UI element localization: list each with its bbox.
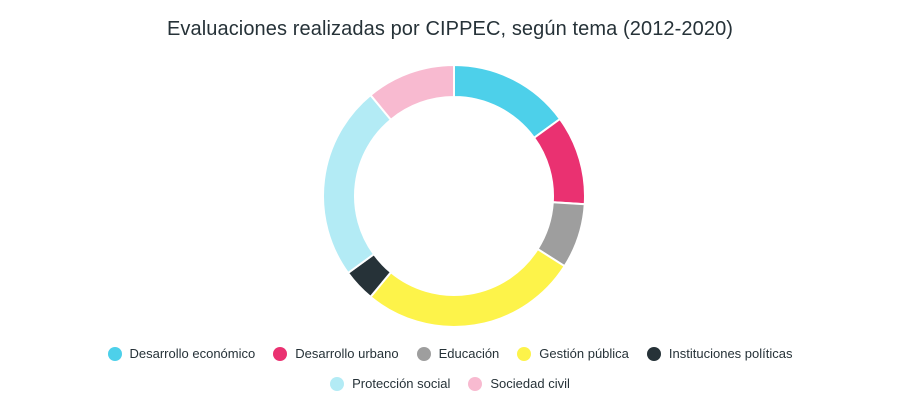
legend-item-proteccion-social[interactable]: Protección social bbox=[330, 376, 450, 391]
legend-swatch bbox=[107, 346, 122, 361]
legend-label: Instituciones políticas bbox=[668, 346, 793, 361]
legend-swatch bbox=[468, 376, 483, 391]
legend-swatch bbox=[646, 346, 661, 361]
legend-label: Desarrollo urbano bbox=[295, 346, 399, 361]
donut-chart bbox=[322, 63, 586, 328]
legend-row-1: Desarrollo económico Desarrollo urbano E… bbox=[0, 346, 900, 361]
legend-swatch bbox=[273, 346, 288, 361]
legend-item-gestion-publica[interactable]: Gestión pública bbox=[517, 346, 629, 361]
legend-label: Educación bbox=[438, 346, 500, 361]
legend-item-educacion[interactable]: Educación bbox=[416, 346, 500, 361]
legend-item-desarrollo-urbano[interactable]: Desarrollo urbano bbox=[273, 346, 399, 361]
legend-swatch bbox=[330, 376, 345, 391]
chart-title: Evaluaciones realizadas por CIPPEC, segú… bbox=[166, 18, 734, 40]
donut-slice-gestion-publica[interactable] bbox=[369, 247, 566, 328]
legend-swatch bbox=[517, 346, 532, 361]
donut-slice-sociedad-civil[interactable] bbox=[369, 63, 455, 122]
donut-slice-proteccion-social[interactable] bbox=[322, 93, 393, 275]
legend-label: Desarrollo económico bbox=[129, 346, 256, 361]
legend-label: Gestión pública bbox=[539, 346, 629, 361]
donut-slice-desarrollo-economico[interactable] bbox=[453, 63, 562, 140]
donut-slice-desarrollo-urbano[interactable] bbox=[532, 117, 586, 206]
legend-item-desarrollo-economico[interactable]: Desarrollo económico bbox=[107, 346, 256, 361]
legend-swatch bbox=[416, 346, 431, 361]
legend-item-sociedad-civil[interactable]: Sociedad civil bbox=[468, 376, 570, 391]
legend-row-2: Protección social Sociedad civil bbox=[0, 376, 900, 391]
legend-label: Protección social bbox=[352, 376, 451, 391]
legend-label: Sociedad civil bbox=[490, 376, 570, 391]
legend-item-instituciones-politicas[interactable]: Instituciones políticas bbox=[646, 346, 793, 361]
